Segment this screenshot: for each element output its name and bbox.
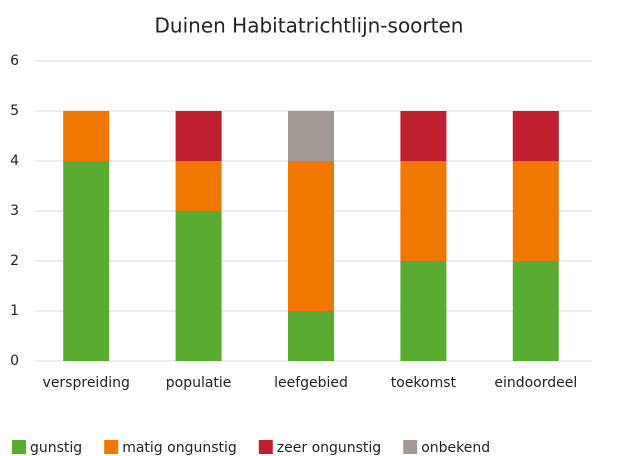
bar-segment bbox=[400, 111, 447, 161]
y-tick-label: 1 bbox=[10, 303, 19, 319]
bar-segment bbox=[512, 161, 559, 261]
bar-segment bbox=[63, 161, 110, 361]
bar-segment bbox=[175, 211, 222, 361]
bar-segment bbox=[400, 161, 447, 261]
bar-segment bbox=[288, 111, 334, 161]
bar-segment bbox=[288, 311, 334, 361]
bar-segment bbox=[512, 111, 559, 161]
y-tick-label: 6 bbox=[10, 53, 19, 69]
x-tick-label: populatie bbox=[166, 375, 232, 391]
y-tick-label: 2 bbox=[10, 253, 19, 269]
bar-segment bbox=[400, 261, 447, 361]
legend-swatch bbox=[403, 440, 418, 454]
legend-swatch bbox=[104, 440, 119, 454]
legend-label: gunstig bbox=[30, 440, 82, 456]
legend-label: onbekend bbox=[421, 440, 490, 456]
legend-swatch bbox=[12, 440, 26, 454]
x-tick-label: leefgebied bbox=[274, 375, 348, 391]
bar-segment bbox=[288, 161, 334, 311]
x-tick-label: eindoordeel bbox=[494, 375, 577, 391]
y-tick-label: 0 bbox=[10, 353, 19, 369]
bar-segment bbox=[175, 161, 222, 211]
bar-segment bbox=[175, 111, 222, 161]
x-tick-label: verspreiding bbox=[43, 375, 130, 391]
y-tick-label: 4 bbox=[10, 153, 19, 169]
chart-title: Duinen Habitatrichtlijn-soorten bbox=[155, 14, 464, 38]
legend-swatch bbox=[258, 440, 273, 454]
y-tick-label: 5 bbox=[10, 103, 19, 119]
y-tick-label: 3 bbox=[10, 203, 19, 219]
bar-segment bbox=[63, 111, 110, 161]
legend-label: zeer ongunstig bbox=[277, 440, 381, 456]
legend-label: matig ongunstig bbox=[122, 440, 237, 456]
x-tick-label: toekomst bbox=[391, 375, 457, 391]
bar-segment bbox=[512, 261, 559, 361]
